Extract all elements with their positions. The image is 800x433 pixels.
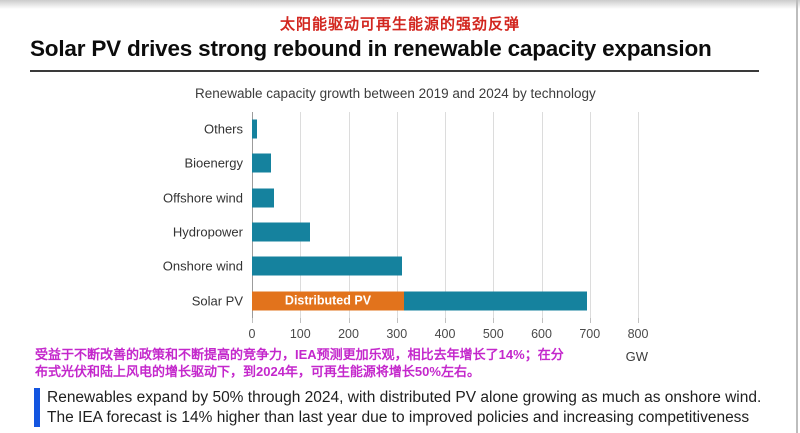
x-tick-mark [252, 318, 253, 323]
bar [252, 222, 638, 242]
gridline [445, 112, 446, 318]
bar-row: Onshore wind [163, 249, 638, 283]
gridline [541, 112, 543, 318]
callout-text: Renewables expand by 50% through 2024, w… [47, 389, 762, 426]
bar-row: Solar PV Distributed PV [192, 284, 638, 318]
x-tick-mark [300, 318, 302, 323]
category-label: Offshore wind [163, 190, 243, 206]
gridline [348, 112, 350, 318]
bar-segment-teal [252, 222, 310, 242]
x-tick-mark [348, 318, 350, 323]
category-label: Solar PV [191, 293, 243, 309]
category-label: Onshore wind [162, 258, 243, 274]
chinese-footnote-line-2: 布式光伏和陆上风电的增长驱动下，到2024年，可再生能源将增长50%左右。 [35, 364, 480, 379]
right-edge-line [796, 0, 798, 433]
x-tick-mark [493, 318, 495, 323]
bar-segment-teal [252, 188, 274, 208]
x-tick-label: 400 [434, 327, 456, 341]
x-tick-mark [589, 318, 591, 323]
category-label: Others [203, 121, 243, 137]
category-label: Hydropower [172, 224, 243, 240]
distributed-pv-label: Distributed PV [284, 293, 372, 308]
x-tick-label: 600 [531, 327, 552, 341]
bar-segment-teal [252, 119, 257, 139]
bar-row: Offshore wind [163, 181, 638, 215]
summary-callout: Renewables expand by 50% through 2024, w… [34, 388, 786, 427]
bar [252, 188, 638, 208]
top-edge-shadow [0, 0, 800, 9]
x-tick-label: 100 [289, 327, 311, 341]
x-tick-label: 700 [579, 327, 601, 341]
bar: Distributed PV [252, 291, 638, 311]
gridline [638, 112, 639, 318]
x-tick-label: 200 [338, 327, 359, 341]
bar-row: Others [204, 112, 638, 146]
x-tick-label: 500 [482, 327, 504, 341]
x-tick-label: 800 [627, 327, 649, 341]
chinese-footnote-line-1: 受益于不断改善的政策和不断提高的竞争力，IEA预测更加乐观，相比去年增长了14%… [35, 347, 564, 362]
bar-row: Hydropower [173, 215, 638, 249]
title-underline [30, 70, 759, 72]
x-axis-unit-label: GW [625, 349, 649, 364]
chart-title: Renewable capacity growth between 2019 a… [195, 86, 596, 101]
y-axis-line [252, 112, 253, 318]
bar [252, 119, 638, 139]
gridline [300, 112, 302, 318]
bar-segment-orange: Distributed PV [252, 291, 404, 311]
x-tick-mark [445, 318, 446, 323]
x-tick-mark [638, 318, 639, 323]
bar-segment-teal [252, 256, 402, 276]
callout-accent-bar [34, 388, 40, 427]
x-tick-label: 300 [386, 327, 408, 341]
gridline [396, 112, 398, 318]
chinese-title: 太阳能驱动可再生能源的强劲反弹 [279, 16, 520, 33]
gridline [589, 112, 591, 318]
bar-segment-teal [403, 291, 588, 311]
x-tick-label: 0 [248, 327, 256, 341]
category-label: Bioenergy [184, 155, 243, 171]
bar-segment-teal [252, 153, 272, 173]
bar-row: Bioenergy [184, 146, 638, 180]
x-tick-mark [541, 318, 543, 323]
bar [252, 256, 638, 276]
x-tick-mark [396, 318, 398, 323]
gridline [493, 112, 495, 318]
plot-area: GW 0 100 200 300 400 500 600 700 800 Others Bioene… [163, 112, 648, 364]
page-title: Solar PV drives strong rebound in renewa… [30, 36, 712, 61]
bar [252, 153, 638, 173]
chinese-footnote: 受益于不断改善的政策和不断提高的竞争力，IEA预测更加乐观，相比去年增长了14%… [35, 346, 635, 380]
